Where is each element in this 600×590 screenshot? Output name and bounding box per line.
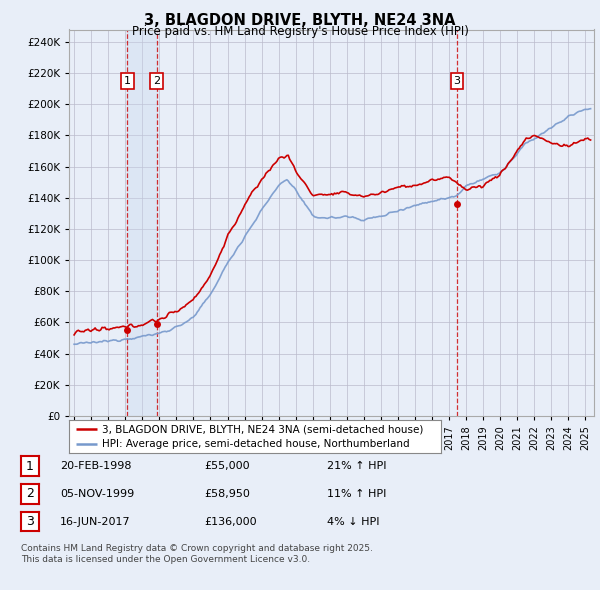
Text: 21% ↑ HPI: 21% ↑ HPI [327,461,386,471]
Text: 3: 3 [454,76,460,86]
Text: Price paid vs. HM Land Registry's House Price Index (HPI): Price paid vs. HM Land Registry's House … [131,25,469,38]
Text: 05-NOV-1999: 05-NOV-1999 [60,489,134,499]
Text: £58,950: £58,950 [204,489,250,499]
Text: This data is licensed under the Open Government Licence v3.0.: This data is licensed under the Open Gov… [21,555,310,564]
Text: 3, BLAGDON DRIVE, BLYTH, NE24 3NA: 3, BLAGDON DRIVE, BLYTH, NE24 3NA [144,13,456,28]
Text: 1: 1 [26,460,34,473]
Text: HPI: Average price, semi-detached house, Northumberland: HPI: Average price, semi-detached house,… [103,439,410,449]
Bar [127,30,157,416]
Text: 2: 2 [26,487,34,500]
Text: 3: 3 [26,515,34,528]
Text: 2: 2 [153,76,160,86]
Text: 16-JUN-2017: 16-JUN-2017 [60,517,131,526]
Text: £136,000: £136,000 [204,517,257,526]
Text: 3, BLAGDON DRIVE, BLYTH, NE24 3NA (semi-detached house): 3, BLAGDON DRIVE, BLYTH, NE24 3NA (semi-… [103,424,424,434]
Text: 20-FEB-1998: 20-FEB-1998 [60,461,131,471]
Text: 11% ↑ HPI: 11% ↑ HPI [327,489,386,499]
Text: 4% ↓ HPI: 4% ↓ HPI [327,517,380,526]
Text: £55,000: £55,000 [204,461,250,471]
Text: 1: 1 [124,76,131,86]
Text: Contains HM Land Registry data © Crown copyright and database right 2025.: Contains HM Land Registry data © Crown c… [21,545,373,553]
